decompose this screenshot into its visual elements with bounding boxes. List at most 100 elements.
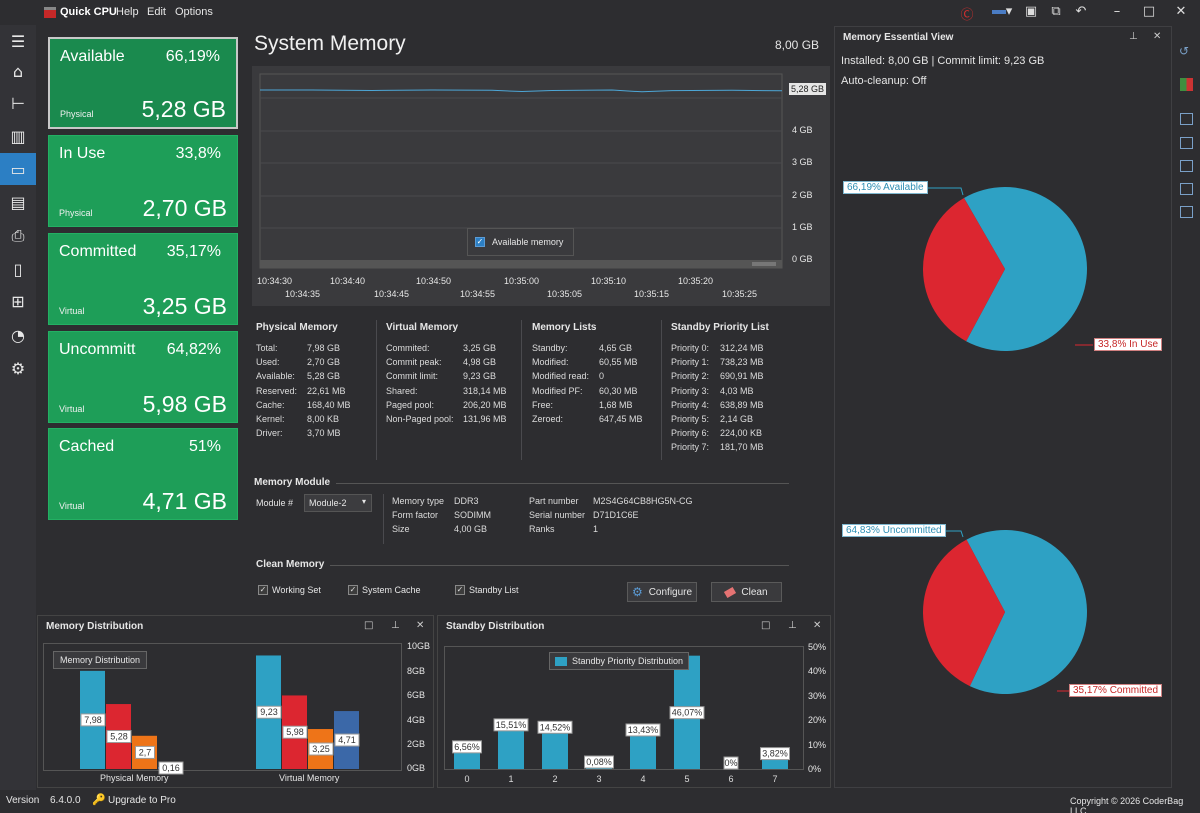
stat-value: DDR3 [454,496,479,506]
pie-charts [923,187,1093,695]
close-panel-icon[interactable]: ✕ [416,620,425,631]
svg-text:15,51%: 15,51% [496,720,527,730]
configure-button[interactable]: ⚙ Configure [627,582,697,602]
bar [630,735,656,769]
tile-subtitle: Virtual [59,404,85,414]
working-set-checkbox[interactable]: ✓ Working Set [258,585,321,595]
tile-committed[interactable]: Committed 35,17% Virtual 3,25 GB [48,233,238,325]
screenshot-icon[interactable]: ▣ [1024,4,1038,19]
stat-value: 7,98 GB [307,343,341,353]
home-icon[interactable]: ⌂ [12,61,24,81]
lists-keys: Standby: Modified: Modified read: Modified … [532,341,589,426]
pin-icon[interactable]: ⊥ [1129,31,1138,42]
tile-available[interactable]: Available 66,19% Physical 5,28 GB [48,37,238,129]
table-icon[interactable] [1180,113,1193,125]
document-icon[interactable] [1180,137,1193,149]
stat-key: Driver: [256,428,283,439]
tile-cached[interactable]: Cached 51% Virtual 4,71 GB [48,428,238,520]
app-name: Quick CPU [60,6,117,18]
stat-value: SODIMM [454,510,491,521]
memory-icon[interactable]: ▭ [0,153,36,185]
svg-text:5,28: 5,28 [110,732,128,742]
legend-checkbox[interactable]: ✓ [475,237,485,247]
stat-value: 4,03 MB [720,385,754,396]
refresh-icon[interactable]: ↺ [1179,44,1190,58]
system-cache-checkbox[interactable]: ✓ System Cache [348,585,421,595]
x-tick: 10:34:30 [257,276,293,286]
stat-value: 4,98 GB [463,357,497,368]
scrollbar-track[interactable] [260,260,782,268]
installed-info: Installed: 8,00 GB | Commit limit: 9,23 … [841,55,1045,67]
bar-value-label: 6,56% [452,740,482,754]
tile-in-use[interactable]: In Use 33,8% Physical 2,70 GB [48,135,238,227]
line-chart-legend[interactable]: ✓ Available memory [467,228,574,256]
x-tick: 10:35:05 [547,289,583,299]
column-divider [376,320,377,460]
pin-icon[interactable]: ⊥ [391,620,400,631]
y-tick: 6GB [407,690,426,700]
maximize-icon[interactable]: □ [1142,4,1156,19]
module-select[interactable]: Module-2 ▾ [304,494,372,512]
svg-text:0,16: 0,16 [162,763,180,773]
report-icon[interactable]: ⎙ [11,226,25,245]
scrollbar-thumb[interactable] [752,262,776,266]
close-panel-icon[interactable]: ✕ [1153,31,1162,42]
y-tick: 0GB [407,763,426,773]
menu-help[interactable]: Help [116,6,139,18]
tree-icon[interactable]: ⊢ [11,93,25,113]
minimize-icon[interactable]: – [1113,4,1121,19]
upgrade-link[interactable]: Upgrade to Pro [108,795,176,806]
grid-icon[interactable] [1180,183,1193,195]
stat-key: Reserved: [256,385,298,396]
standby-list-checkbox[interactable]: ✓ Standby List [455,585,519,595]
y-tick: 0 GB [792,254,813,264]
y-tick: 2 GB [792,190,813,200]
stat-key: Modified read: [532,371,590,382]
column-divider [383,494,384,544]
color-grid-icon[interactable] [1180,78,1193,91]
tile-subtitle: Physical [59,208,93,218]
tile-value: 5,28 GB [141,96,226,122]
tile-uncommitted[interactable]: Uncommitt 64,82% Virtual 5,98 GB [48,331,238,423]
gear-icon[interactable]: ⚙ [10,358,26,378]
y-tick: 4 GB [792,125,813,135]
checkbox-box[interactable]: ✓ [258,585,268,595]
menu-options[interactable]: Options [175,6,213,18]
export-icon[interactable]: ⧉ [1051,4,1061,19]
coin-icon[interactable]: Ⓒ [960,8,974,23]
svg-text:6,56%: 6,56% [454,742,480,752]
cpu-icon[interactable]: ⊞ [11,291,25,311]
settings-grid-icon[interactable]: ▤ [10,192,26,212]
chevron-down-icon: ▾ [361,497,366,506]
list-icon[interactable] [1180,206,1193,218]
memory-lists-heading: Memory Lists [532,322,597,333]
maximize-panel-icon[interactable]: □ [364,620,374,631]
stat-value: M2S4G64CB8HG5N-CG [593,496,693,506]
app-logo-icon [44,7,56,18]
close-panel-icon[interactable]: ✕ [813,620,822,631]
stat-value: 22,61 MB [307,385,346,396]
tile-percent: 33,8% [175,145,221,162]
layout-icon[interactable] [1180,160,1193,172]
checkbox-box[interactable]: ✓ [455,585,465,595]
y-tick: 1 GB [792,222,813,232]
checkbox-box[interactable]: ✓ [348,585,358,595]
theme-dropdown-icon[interactable]: ▾ [990,4,1014,19]
stat-key: Form factor [392,510,439,521]
bar-value-label: 2,7 [135,745,155,759]
bar-value-label: 0,16 [158,761,184,775]
pin-icon[interactable]: ⊥ [788,620,797,631]
hamburger-menu-icon[interactable]: ☰ [10,31,26,51]
y-tick: 2GB [407,739,426,749]
stat-value: 8,00 KB [307,414,340,425]
close-icon[interactable]: ✕ [1175,4,1187,19]
menu-edit[interactable]: Edit [147,6,166,18]
tile-percent: 35,17% [166,243,221,260]
book-icon[interactable]: ▯ [13,259,23,279]
bar-chart-icon[interactable]: ▥ [10,126,26,146]
gauge-icon[interactable]: ◔ [11,325,25,345]
undo-icon[interactable]: ↶ [1075,4,1087,19]
maximize-panel-icon[interactable]: □ [761,620,771,631]
stat-key: Priority 4: [671,399,710,410]
clean-button[interactable]: Clean [711,582,782,602]
